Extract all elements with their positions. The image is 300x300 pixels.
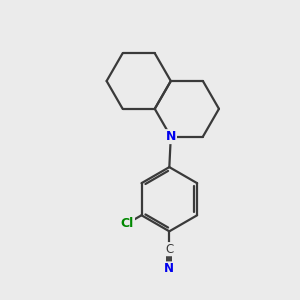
- Text: Cl: Cl: [121, 217, 134, 230]
- Text: N: N: [164, 262, 174, 275]
- Text: N: N: [166, 130, 176, 143]
- Text: C: C: [165, 243, 173, 256]
